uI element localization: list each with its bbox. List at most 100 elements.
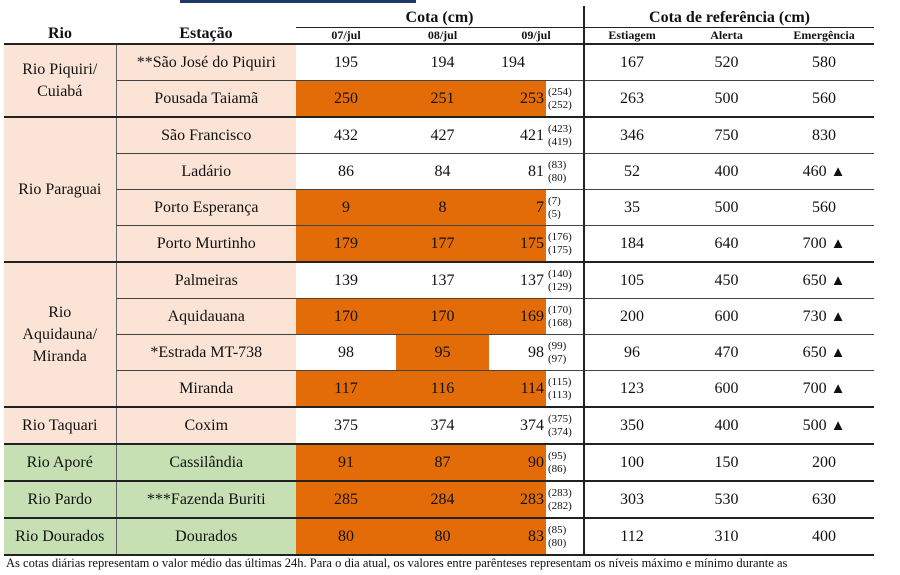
cota-min: (252) [548,98,572,111]
cota-max: (254) [548,85,572,98]
ref-alerta: 400 [679,153,775,190]
cota-day-1: 98 [296,334,396,371]
cota-max-min: (85) (80) [546,518,585,556]
cota-max: (140) [548,267,572,280]
cota-day-3: 253 [489,80,546,118]
cota-day-1: 9 [296,189,396,226]
ref-emergencia: 500 ▲ [774,407,875,445]
cota-day-3: 175 [489,225,546,263]
table-row: Pousada Taiamã 250 251 253 (254) (252) 26… [4,80,875,118]
table-row: Rio Pardo ***Fazenda Buriti 285 284 283 … [4,481,875,519]
river-name: Rio Aporé [4,444,116,482]
cota-day-2: 177 [396,225,489,263]
table-row: Rio Piquiri/ Cuiabá **São José do Piquir… [4,44,875,118]
cota-day-1: 91 [296,444,396,482]
cota-max-min: (99) (97) [546,334,585,371]
cota-day-3: 83 [489,518,546,556]
station-name: **São José do Piquiri [115,44,296,81]
station-name: *Estrada MT-738 [115,334,296,371]
cota-day-3: 114 [489,370,546,408]
river-name: Rio Paraguai [4,117,116,263]
ref-estiagem: 35 [583,189,680,226]
cota-max: (95) [548,449,567,462]
table-row: Rio Paraguai São Francisco 432 427 421 (… [4,117,875,263]
cota-max-min: (170) (168) [546,298,585,335]
alert-triangle-icon: ▲ [830,380,846,397]
station-name: Aquidauana [115,298,296,335]
cota-day-3: 98 [489,334,546,371]
cota-day-1: 117 [296,370,396,408]
cota-max-min: (375) (374) [546,407,585,445]
ref-emergencia: 560 [774,80,875,118]
river-name: Rio Taquari [4,407,116,445]
ref-alerta: 530 [679,481,775,519]
top-accent-bar [180,0,416,3]
table-row: Rio Taquari Coxim 375 374 374 (375) (374)… [4,407,875,445]
cota-day-2: 251 [396,80,489,118]
alert-triangle-icon: ▲ [830,235,846,252]
station-name: Porto Murtinho [115,225,296,263]
alert-triangle-icon: ▲ [830,308,846,325]
cota-day-3: 194 [489,44,585,81]
ref-alerta: 150 [679,444,775,482]
ref-alerta: 750 [679,117,775,154]
cota-max: (99) [548,339,567,352]
cota-max: (85) [548,523,567,536]
station-name: Dourados [115,518,296,556]
station-name: Coxim [115,407,296,445]
river-name: Rio Pardo [4,481,116,519]
table-row: Porto Murtinho 179 177 175 (176) (175) 18… [4,225,875,263]
cota-max: (283) [548,486,572,499]
cota-max: (115) [548,375,572,388]
ref-alerta: 500 [679,189,775,226]
ref-alerta: 310 [679,518,775,556]
cota-min: (129) [548,280,572,293]
ref-estiagem: 200 [583,298,680,335]
header-referencia: Cota de referência (cm) [583,6,875,28]
cota-day-2: 80 [396,518,489,556]
cota-day-2: 374 [396,407,489,445]
cota-day-2: 427 [396,117,489,154]
ref-estiagem: 105 [583,262,680,299]
table-row: Aquidauana 170 170 169 (170) (168) 200 60… [4,298,875,335]
station-name: São Francisco [115,117,296,154]
cota-day-1: 285 [296,481,396,519]
cota-day-3: 374 [489,407,546,445]
table-row: Miranda 117 116 114 (115) (113) 123 600 7… [4,370,875,408]
ref-emergencia: 730 ▲ [774,298,875,335]
ref-emergencia: 700 ▲ [774,370,875,408]
cota-day-3: 90 [489,444,546,482]
ref-alerta: 600 [679,370,775,408]
cota-day-1: 375 [296,407,396,445]
cota-min: (86) [548,462,567,475]
cota-day-2: 170 [396,298,489,335]
cota-max-min: (83) (80) [546,153,585,190]
cota-day-2: 194 [396,44,489,81]
cota-min: (5) [548,207,561,220]
cota-day-1: 86 [296,153,396,190]
header-date-1: 07/jul [296,27,396,45]
cota-max-min: (95) (86) [546,444,585,482]
table-row: Rio Dourados Dourados 80 80 83 (85) (80) … [4,518,875,556]
header-date-3: 09/jul [489,27,585,45]
cota-day-2: 84 [396,153,489,190]
ref-estiagem: 346 [583,117,680,154]
cota-max-min: (283) (282) [546,481,585,519]
cota-min: (175) [548,243,572,256]
station-name: ***Fazenda Buriti [115,481,296,519]
cota-min: (419) [548,135,572,148]
cota-day-1: 170 [296,298,396,335]
cota-day-3: 137 [489,262,546,299]
cota-day-2: 116 [396,370,489,408]
ref-emergencia: 560 [774,189,875,226]
footnote: As cotas diárias representam o valor méd… [6,556,788,570]
ref-emergencia: 630 [774,481,875,519]
alert-triangle-icon: ▲ [830,417,846,434]
cota-max: (83) [548,158,567,171]
cota-max-min: (115) (113) [546,370,585,408]
cota-min: (80) [548,536,567,549]
cota-min: (80) [548,171,567,184]
table-row: Rio Aquidauna/ Miranda Palmeiras 139 137… [4,262,875,408]
table-row: *Estrada MT-738 98 95 98 (99) (97) 96 470… [4,334,875,371]
header-alerta: Alerta [679,27,775,45]
